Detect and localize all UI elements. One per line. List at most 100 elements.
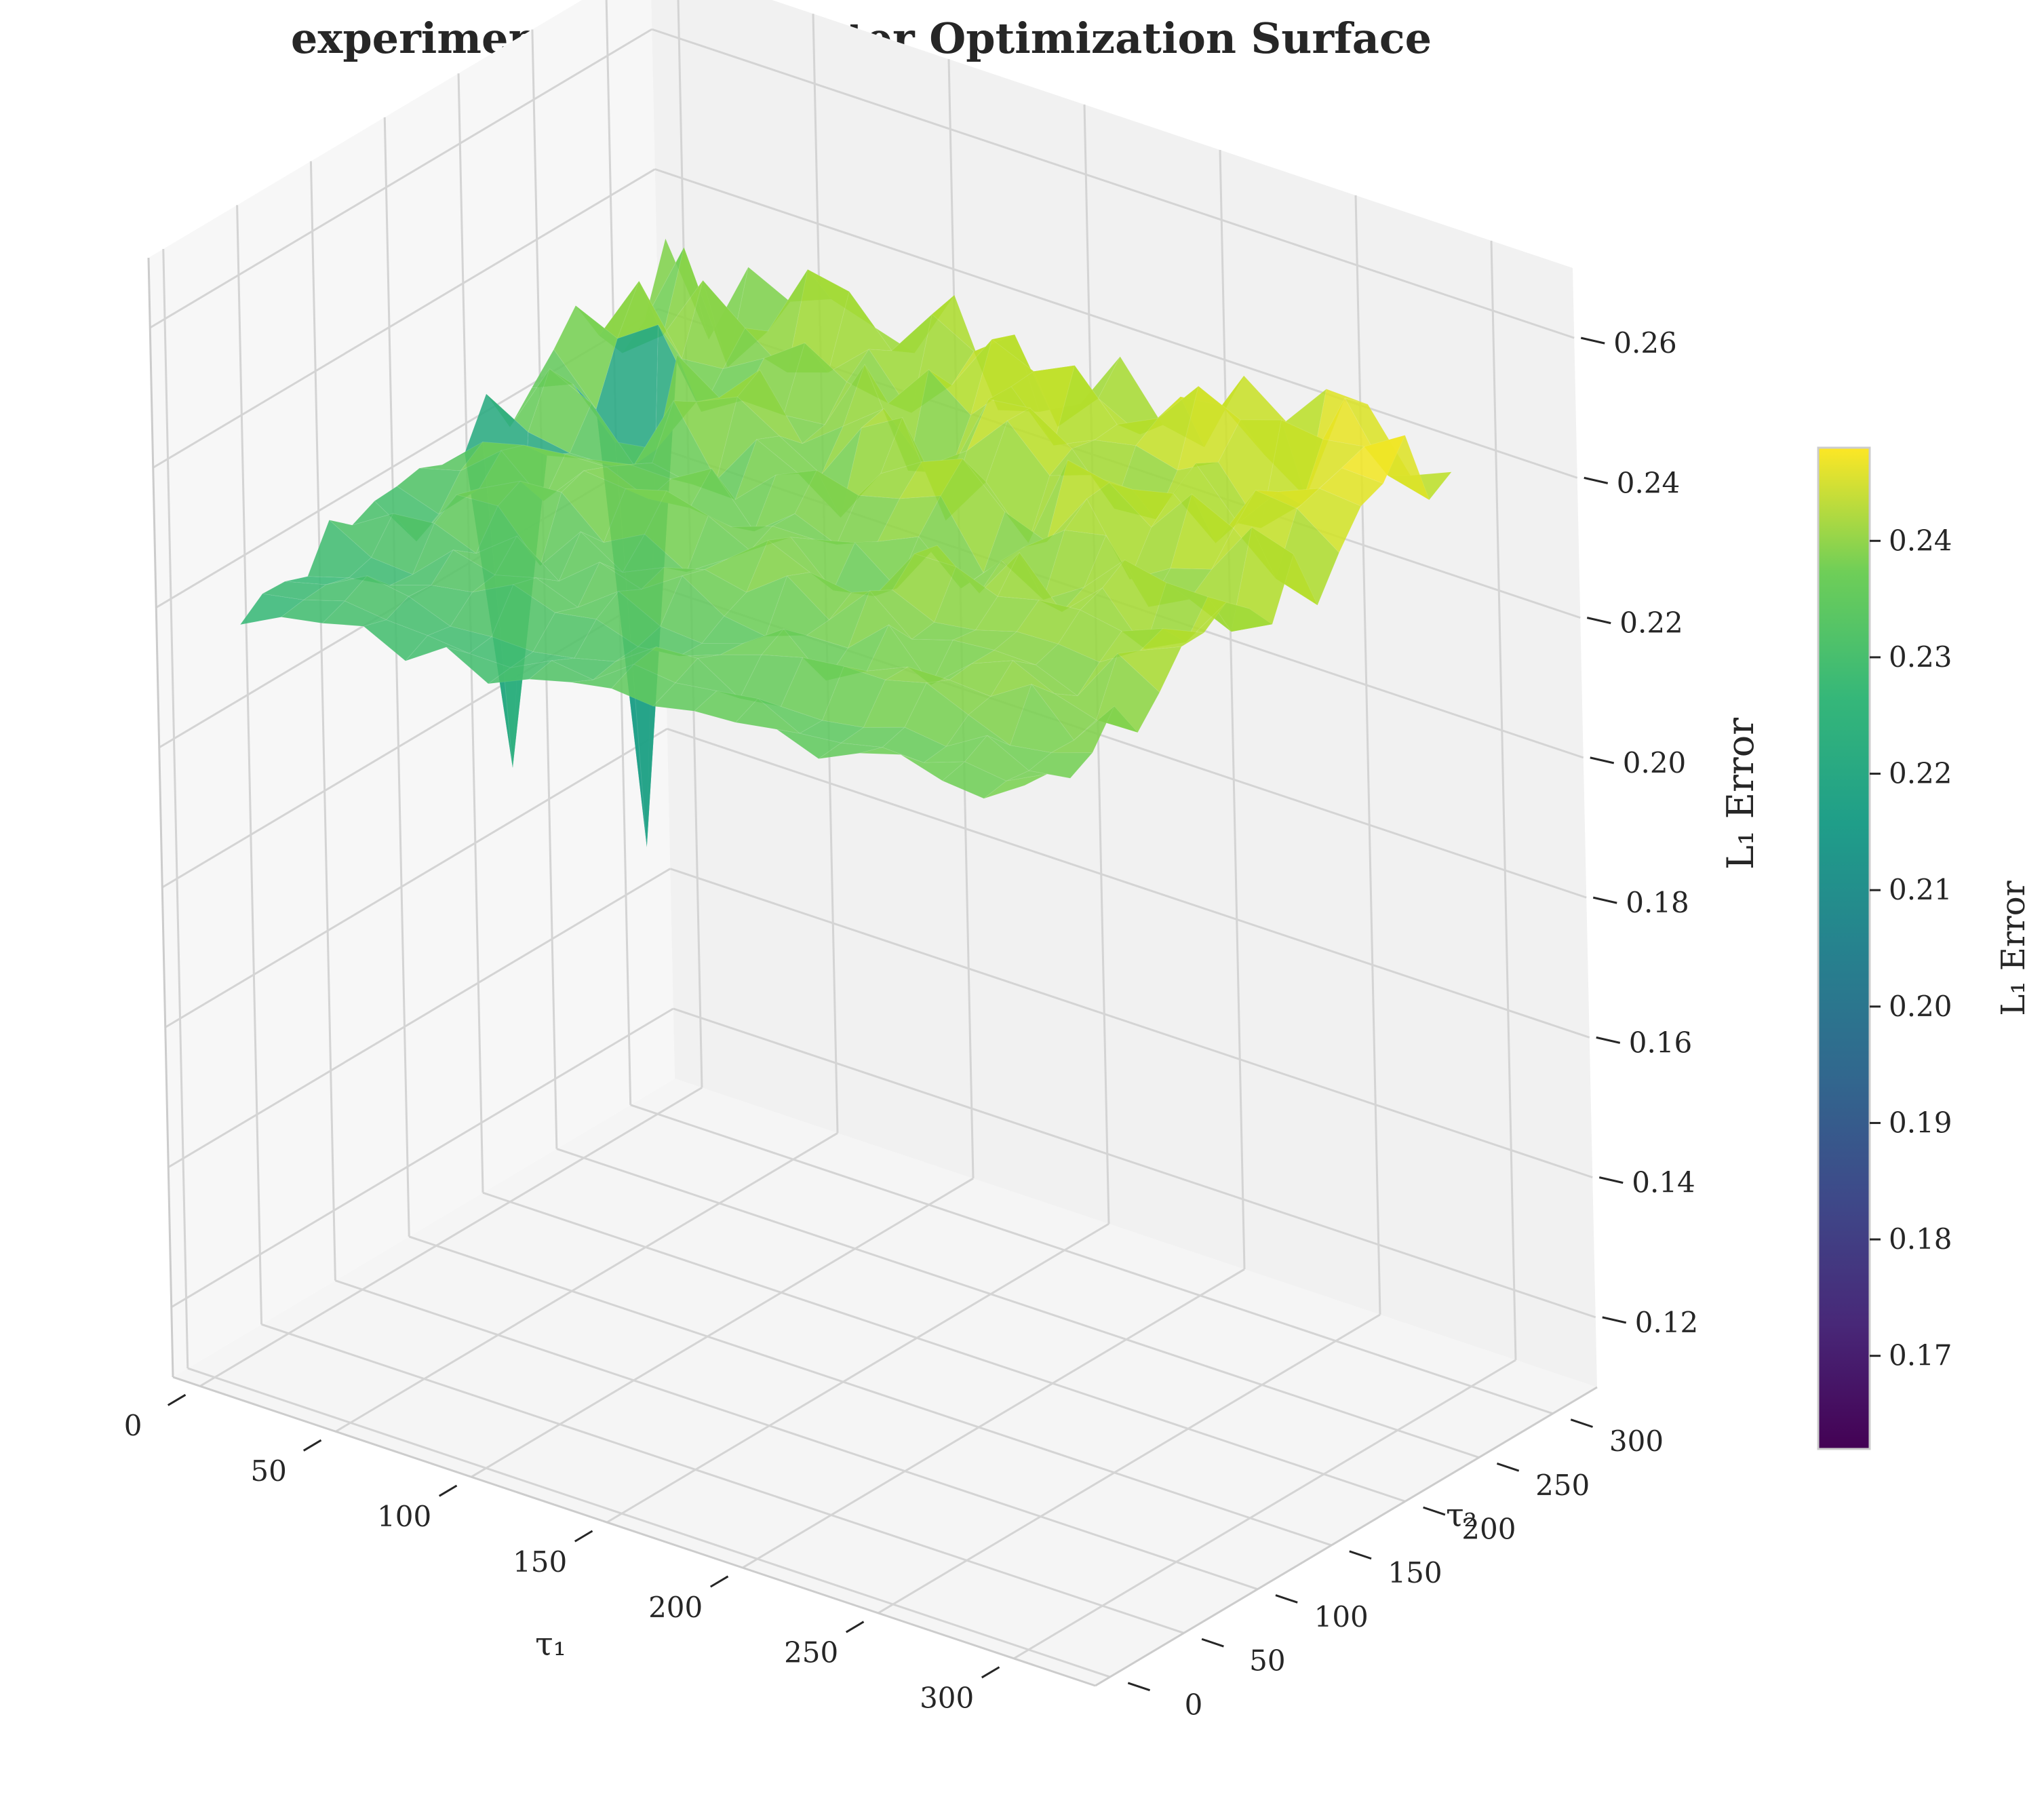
x-tick-mark: [574, 1530, 593, 1543]
y-tick-label: 100: [1314, 1600, 1369, 1633]
y-tick-mark: [1275, 1594, 1298, 1604]
z-axis-label: L₁ Error: [1719, 718, 1762, 870]
surface-face: [1185, 596, 1249, 642]
left-grid-y: [162, 249, 189, 1369]
colorbar-tick-label: 0.18: [1889, 1222, 1952, 1256]
x-tick-mark: [981, 1666, 1000, 1679]
back-grid-z: [669, 868, 1593, 1179]
y-axis-label: τ₂: [1446, 1496, 1477, 1534]
back-grid-z: [667, 727, 1590, 1039]
floor-grid-x: [606, 1222, 1109, 1524]
floor-grid-y: [261, 1323, 1185, 1634]
left-grid-z: [168, 868, 671, 1168]
back-grid-x: [1219, 149, 1246, 1270]
x-tick-label: 250: [784, 1636, 838, 1669]
colorbar-label: L₁ Error: [1994, 881, 2032, 1015]
colorbar-tick-label: 0.19: [1889, 1106, 1952, 1139]
left-grid-z: [170, 1007, 674, 1309]
y-tick-label: 200: [1461, 1512, 1516, 1545]
back-grid-z: [673, 1007, 1596, 1319]
z-tick-label: 0.14: [1632, 1166, 1695, 1199]
z-tick-mark: [1602, 1316, 1627, 1324]
axis-edge: [147, 257, 174, 1378]
surface-face: [1230, 526, 1294, 632]
y-tick-mark: [1201, 1638, 1224, 1648]
floor-grid-x: [471, 1177, 974, 1478]
back-grid-z: [651, 28, 1575, 339]
floor-grid-x: [199, 1087, 703, 1387]
x-tick-mark: [438, 1484, 458, 1497]
y-tick-label: 150: [1388, 1556, 1442, 1589]
colorbar-ticks: 0.17 0.18 0.19 0.20 0.21 0.22 0.23 0.24: [1870, 524, 1952, 1372]
x-tick-label: 100: [377, 1500, 431, 1533]
z-tick-label: 0.26: [1613, 326, 1677, 360]
x-tick-mark: [709, 1575, 729, 1588]
x-tick-label: 300: [920, 1682, 974, 1715]
colorbar: 0.17 0.18 0.19 0.20 0.21 0.22 0.23 0.24 L₁ Erro…: [1817, 446, 2032, 1450]
z-tick-label: 0.22: [1619, 606, 1683, 640]
z-tick-mark: [1580, 336, 1605, 345]
z-tick-label: 0.24: [1617, 466, 1681, 499]
z-tick-mark: [1584, 476, 1609, 484]
back-grid-x: [1490, 240, 1517, 1360]
y-tick-mark: [1349, 1550, 1372, 1560]
z-tick-label: 0.16: [1629, 1026, 1693, 1059]
x-tick-label: 50: [250, 1454, 286, 1488]
y-tick-label: 250: [1535, 1469, 1590, 1502]
z-tick-mark: [1598, 1176, 1624, 1184]
x-axis-label: τ₁: [535, 1625, 566, 1663]
surface-face: [1074, 705, 1139, 741]
x-tick-mark: [845, 1621, 865, 1633]
y-tick-mark: [1127, 1682, 1151, 1692]
floor-grid-x: [878, 1313, 1381, 1614]
left-grid-y: [236, 205, 263, 1325]
axis-edge: [1095, 1386, 1598, 1687]
floor-grid-y: [482, 1191, 1406, 1503]
colorbar-tick-label: 0.17: [1889, 1339, 1952, 1372]
floor-grid-y: [187, 1367, 1111, 1678]
surface-face: [983, 773, 1048, 799]
floor-grid-y: [334, 1279, 1258, 1591]
surface-plot: [239, 237, 1453, 847]
floor-grid-x: [742, 1268, 1245, 1569]
colorbar-gradient: [1817, 446, 1871, 1450]
x-tick-mark: [167, 1393, 186, 1406]
z-tick-mark: [1592, 896, 1617, 904]
x-tick-label: 200: [648, 1591, 703, 1624]
y-tick-label: 300: [1609, 1425, 1664, 1458]
colorbar-tick-label: 0.20: [1889, 990, 1952, 1023]
z-tick-mark: [1596, 1036, 1621, 1044]
surface-face: [1028, 752, 1093, 779]
axis-edge: [172, 1376, 1096, 1687]
colorbar-tick-label: 0.23: [1889, 640, 1952, 674]
axis-ticks: 0 50 100 150 200 250 300 0 50 100 150 200 250 300 0.12…: [124, 326, 1698, 1721]
floor-grid-x: [1013, 1359, 1516, 1660]
colorbar-tick-label: 0.21: [1889, 873, 1952, 906]
axis-panes: [149, 0, 1597, 1686]
surface-face: [1116, 646, 1182, 693]
x-tick-label: 150: [513, 1545, 567, 1579]
surface-face: [1050, 705, 1115, 754]
z-tick-mark: [1586, 617, 1611, 625]
y-tick-mark: [1496, 1462, 1520, 1472]
y-tick-mark: [1570, 1418, 1593, 1428]
floor-pane: [173, 1079, 1597, 1686]
surface-face: [1296, 488, 1362, 554]
left-grid-y: [309, 161, 336, 1281]
left-grid-z: [152, 168, 656, 469]
floor-grid-y: [556, 1148, 1480, 1458]
z-tick-mark: [1590, 756, 1615, 765]
z-tick-label: 0.18: [1626, 886, 1689, 919]
surface-face: [1318, 467, 1384, 507]
colorbar-tick-label: 0.22: [1889, 757, 1952, 790]
y-tick-mark: [1423, 1506, 1446, 1516]
left-pane: [149, 0, 675, 1377]
floor-grid-y: [630, 1104, 1554, 1415]
left-grid-z: [164, 728, 668, 1028]
floor-grid-x: [335, 1132, 838, 1433]
floor-grid-y: [408, 1235, 1332, 1547]
back-grid-z: [654, 168, 1578, 479]
y-tick-label: 50: [1249, 1644, 1285, 1678]
left-grid-y: [383, 117, 410, 1237]
